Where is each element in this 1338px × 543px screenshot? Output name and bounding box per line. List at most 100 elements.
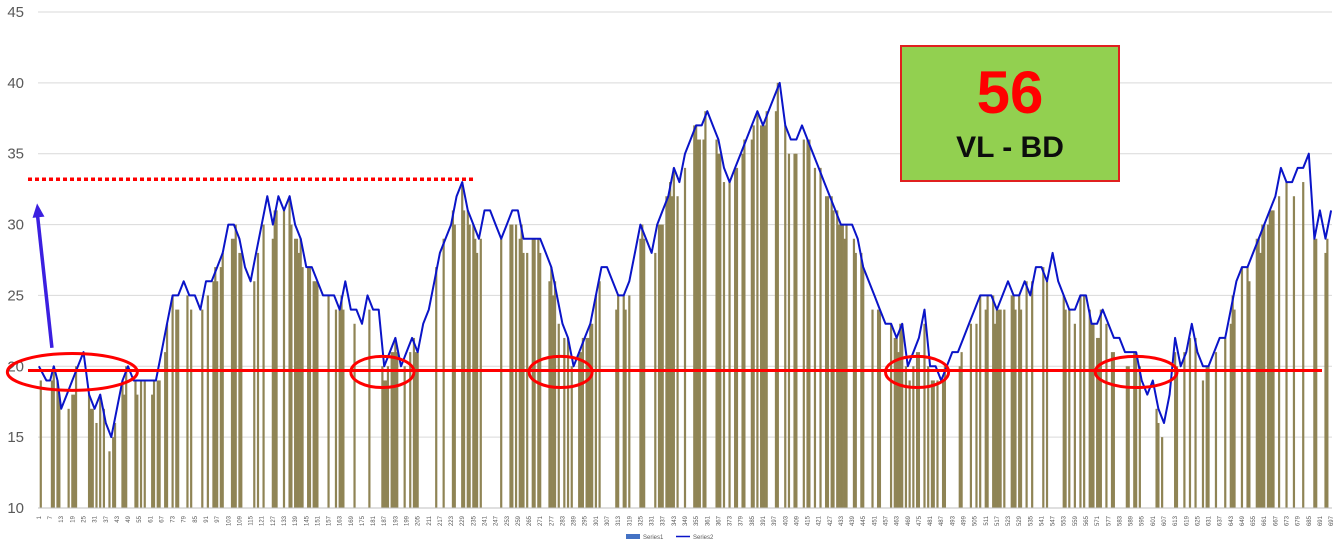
bar bbox=[912, 366, 915, 508]
x-tick-label: 607 bbox=[1162, 515, 1168, 526]
x-tick-label: 259 bbox=[516, 515, 522, 526]
bar bbox=[312, 281, 315, 508]
x-tick-label: 175 bbox=[360, 515, 366, 526]
bar bbox=[704, 111, 707, 508]
bar bbox=[91, 408, 94, 508]
bar bbox=[295, 238, 299, 508]
x-tick-label: 313 bbox=[616, 515, 622, 526]
bar bbox=[819, 167, 822, 508]
bar bbox=[795, 153, 798, 508]
bar bbox=[1079, 295, 1082, 508]
bar bbox=[1045, 281, 1049, 508]
bar bbox=[316, 281, 319, 508]
bar bbox=[461, 182, 464, 509]
x-tick-label: 631 bbox=[1207, 515, 1213, 526]
bar bbox=[1214, 352, 1218, 508]
bar bbox=[136, 394, 139, 508]
badge-label: VL - BD bbox=[956, 131, 1064, 164]
bar bbox=[299, 238, 302, 508]
bar bbox=[548, 281, 551, 508]
bar bbox=[1019, 309, 1023, 508]
bar bbox=[1099, 309, 1102, 508]
bar bbox=[539, 252, 542, 508]
bar bbox=[836, 210, 839, 508]
x-tick-label: 241 bbox=[482, 515, 488, 526]
bar bbox=[1224, 337, 1227, 508]
bar bbox=[860, 252, 863, 508]
bar bbox=[1188, 337, 1192, 508]
bar bbox=[826, 196, 830, 508]
bar bbox=[930, 380, 934, 508]
bar bbox=[151, 394, 154, 508]
x-tick-label: 445 bbox=[861, 515, 867, 526]
x-tick-label: 373 bbox=[728, 515, 734, 526]
x-tick-label: 271 bbox=[538, 515, 544, 526]
bar bbox=[1292, 196, 1296, 508]
bar bbox=[927, 366, 930, 508]
bar bbox=[743, 139, 746, 509]
x-tick-label: 109 bbox=[237, 515, 243, 526]
bar bbox=[125, 366, 128, 508]
bar bbox=[134, 380, 137, 508]
x-tick-label: 343 bbox=[672, 515, 678, 526]
bar bbox=[338, 309, 341, 508]
bar bbox=[776, 82, 779, 508]
bar bbox=[1097, 337, 1101, 508]
bar bbox=[392, 352, 395, 508]
bar bbox=[1012, 295, 1015, 508]
y-tick-label: 10 bbox=[7, 500, 24, 517]
bar-series bbox=[39, 82, 1329, 509]
bar bbox=[570, 366, 573, 508]
bar bbox=[386, 366, 390, 508]
bar bbox=[479, 238, 482, 508]
bar bbox=[871, 309, 874, 508]
bar bbox=[164, 352, 167, 508]
bar bbox=[52, 366, 55, 508]
bar bbox=[904, 366, 908, 508]
bar bbox=[841, 224, 844, 509]
bar bbox=[384, 380, 388, 508]
bar bbox=[654, 252, 657, 508]
bar bbox=[845, 224, 848, 509]
x-tick-label: 565 bbox=[1084, 515, 1090, 526]
bar bbox=[993, 323, 997, 508]
x-tick-label: 481 bbox=[928, 515, 934, 526]
bar bbox=[696, 139, 700, 509]
bar bbox=[969, 323, 973, 508]
legend-swatch-series1 bbox=[626, 534, 640, 539]
x-tick-label: 55 bbox=[137, 515, 143, 522]
bar bbox=[234, 224, 237, 509]
highlight-ellipse bbox=[5, 352, 139, 392]
bar bbox=[1277, 196, 1281, 508]
x-tick-label: 199 bbox=[405, 515, 411, 526]
x-tick-label: 439 bbox=[850, 515, 856, 526]
bar bbox=[308, 267, 312, 508]
bar bbox=[256, 252, 260, 508]
x-tick-label: 367 bbox=[716, 515, 722, 526]
bar bbox=[915, 352, 919, 508]
x-tick-label: 427 bbox=[828, 515, 834, 526]
bar bbox=[253, 281, 256, 508]
x-tick-label: 667 bbox=[1273, 515, 1279, 526]
score-badge: 56 VL - BD bbox=[900, 45, 1120, 182]
bar bbox=[396, 352, 399, 508]
bar bbox=[895, 337, 898, 508]
bar bbox=[1248, 281, 1251, 508]
bar bbox=[1285, 182, 1288, 509]
x-tick-label: 583 bbox=[1117, 515, 1123, 526]
bar bbox=[58, 394, 61, 508]
x-tick-label: 541 bbox=[1039, 515, 1045, 526]
bar bbox=[899, 323, 902, 508]
bar bbox=[876, 309, 880, 508]
x-tick-label: 337 bbox=[661, 515, 667, 526]
bar bbox=[672, 167, 675, 508]
bar bbox=[108, 451, 111, 508]
bar bbox=[941, 380, 945, 508]
bar bbox=[1090, 323, 1093, 508]
bar bbox=[889, 323, 893, 508]
bar bbox=[383, 380, 386, 508]
bar bbox=[578, 352, 581, 508]
bar bbox=[1010, 295, 1013, 508]
bar bbox=[808, 139, 811, 509]
x-tick-label: 163 bbox=[338, 515, 344, 526]
